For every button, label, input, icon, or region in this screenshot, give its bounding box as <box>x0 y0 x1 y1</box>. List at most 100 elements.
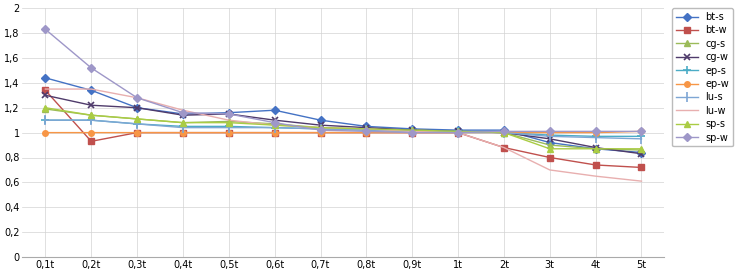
ep-w <box>316 131 325 134</box>
sp-w <box>178 111 187 114</box>
cg-w <box>500 131 509 134</box>
lu-w <box>637 179 646 183</box>
lu-w <box>408 130 416 133</box>
Line: cg-s: cg-s <box>43 106 644 153</box>
cg-w <box>87 104 96 107</box>
lu-w <box>454 131 463 134</box>
ep-s <box>270 126 279 129</box>
cg-w <box>41 94 50 97</box>
sp-s <box>133 117 142 121</box>
bt-w <box>270 131 279 134</box>
lu-s <box>316 127 325 130</box>
ep-s <box>362 129 371 132</box>
lu-s <box>362 129 371 132</box>
sp-w <box>41 28 50 31</box>
bt-s <box>545 141 554 144</box>
lu-w <box>545 168 554 172</box>
ep-w <box>270 131 279 134</box>
sp-s <box>591 147 600 150</box>
bt-s <box>591 147 600 150</box>
cg-s <box>500 131 509 134</box>
ep-s <box>316 127 325 130</box>
cg-w <box>362 126 371 129</box>
ep-s <box>87 119 96 122</box>
lu-w <box>500 146 509 149</box>
lu-s <box>408 130 416 133</box>
bt-s <box>316 119 325 122</box>
sp-w <box>362 130 371 133</box>
bt-w <box>316 131 325 134</box>
cg-s <box>316 126 325 129</box>
ep-w <box>454 131 463 134</box>
cg-s <box>362 127 371 130</box>
ep-s <box>454 130 463 133</box>
bt-s <box>270 109 279 112</box>
bt-w <box>133 131 142 134</box>
cg-s <box>591 147 600 150</box>
lu-w <box>362 127 371 130</box>
lu-w <box>270 124 279 127</box>
bt-s <box>224 111 233 114</box>
ep-s <box>133 122 142 125</box>
sp-s <box>362 127 371 130</box>
ep-w <box>224 131 233 134</box>
ep-w <box>362 131 371 134</box>
bt-s <box>454 129 463 132</box>
bt-s <box>362 125 371 128</box>
Line: cg-w: cg-w <box>42 92 645 157</box>
cg-s <box>270 122 279 125</box>
lu-s <box>454 131 463 134</box>
Line: lu-w: lu-w <box>46 89 641 181</box>
ep-s <box>500 131 509 134</box>
ep-s <box>637 135 646 138</box>
sp-s <box>270 124 279 127</box>
bt-s <box>637 151 646 154</box>
sp-w <box>591 130 600 133</box>
bt-s <box>133 106 142 109</box>
bt-w <box>454 131 463 134</box>
cg-s <box>637 149 646 152</box>
bt-s <box>41 76 50 79</box>
bt-w <box>362 131 371 134</box>
bt-w <box>41 89 50 92</box>
ep-w <box>178 131 187 134</box>
ep-w <box>500 131 509 134</box>
cg-w <box>133 106 142 109</box>
ep-w <box>408 131 416 134</box>
lu-s <box>500 131 509 134</box>
sp-s <box>637 147 646 150</box>
bt-w <box>591 163 600 167</box>
cg-s <box>178 121 187 124</box>
sp-s <box>408 129 416 132</box>
ep-s <box>545 133 554 137</box>
ep-w <box>637 130 646 133</box>
Line: sp-w: sp-w <box>43 27 644 135</box>
ep-s <box>41 119 50 122</box>
cg-s <box>224 120 233 123</box>
lu-s <box>87 119 96 122</box>
bt-w <box>408 131 416 134</box>
lu-w <box>224 119 233 122</box>
lu-w <box>316 126 325 129</box>
sp-w <box>454 131 463 134</box>
ep-s <box>408 130 416 133</box>
cg-s <box>454 130 463 133</box>
bt-w <box>224 131 233 134</box>
sp-w <box>637 130 646 133</box>
cg-w <box>270 119 279 122</box>
ep-w <box>87 131 96 134</box>
bt-s <box>500 129 509 132</box>
lu-s <box>178 126 187 129</box>
lu-s <box>224 126 233 129</box>
cg-w <box>454 130 463 133</box>
cg-s <box>545 143 554 147</box>
bt-w <box>500 146 509 149</box>
lu-w <box>41 87 50 91</box>
bt-w <box>545 156 554 159</box>
ep-w <box>133 131 142 134</box>
cg-w <box>408 129 416 132</box>
Line: ep-s: ep-s <box>41 116 646 141</box>
lu-w <box>178 109 187 112</box>
ep-w <box>591 131 600 134</box>
sp-w <box>87 66 96 70</box>
